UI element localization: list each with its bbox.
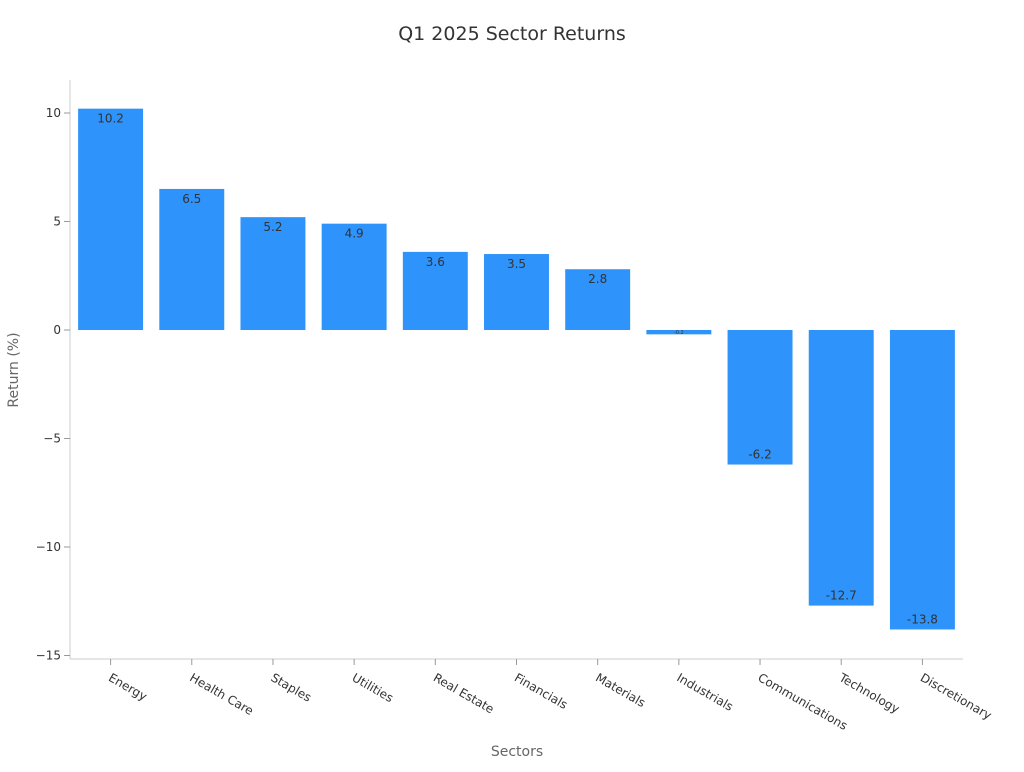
x-tick-label: Discretionary [918,670,994,722]
x-axis-label: Sectors [491,744,543,760]
x-tick-label: Financials [512,670,570,712]
bar-energy [78,108,144,330]
bar-discretionary [889,330,955,630]
bar-staples [240,217,306,330]
bar-technology [808,330,874,606]
bar-value-label: -0.2 [674,330,684,336]
bar-materials [565,269,631,330]
chart-title: Q1 2025 Sector Returns [398,23,626,45]
bar-value-label: 3.6 [426,255,445,269]
bar-value-label: 2.8 [588,272,607,286]
x-tick-label: Technology [836,670,902,716]
bar-value-label: 5.2 [263,220,282,234]
y-axis-ticks: 10 5 0 −5 −10 −15 [36,106,70,663]
x-tick-label: Materials [593,670,648,710]
y-tick-label: 0 [53,323,61,337]
y-tick-label: −15 [36,649,61,663]
bar-value-label: 4.9 [345,227,364,241]
bar-communications [727,330,793,465]
bar-utilities [321,223,387,330]
bar-value-label: 10.2 [97,112,124,126]
x-tick-label: Industrials [674,670,735,713]
y-tick-label: 5 [53,215,61,229]
bar-value-label: 6.5 [182,192,201,206]
x-tick-label: Utilities [350,670,396,705]
bar-financials [484,254,549,330]
y-axis-label: Return (%) [6,332,22,407]
x-tick-label: Energy [106,670,149,703]
bar-real-estate [402,251,468,330]
bar-value-label: 3.5 [507,257,526,271]
bar-health-care [159,188,225,330]
bar-value-label: -13.8 [907,612,938,626]
bar-value-label: -12.7 [826,589,857,603]
y-tick-label: −10 [36,540,61,554]
bar-industrials [646,330,712,335]
y-tick-label: 10 [46,106,61,120]
x-tick-label: Real Estate [431,670,497,716]
x-axis-ticks: Energy Health Care Staples Utilities Real Es… [106,659,994,733]
x-tick-label: Staples [268,670,313,704]
y-tick-label: −5 [43,432,61,446]
bar-value-label: -6.2 [748,448,771,462]
x-tick-label: Communications [756,670,850,733]
plot-area: 10.2 6.5 5.2 4.9 3.6 3.5 2.8 -0.2 -6.2 -12.7 -13.8 [78,108,955,630]
x-tick-label: Health Care [187,670,256,718]
